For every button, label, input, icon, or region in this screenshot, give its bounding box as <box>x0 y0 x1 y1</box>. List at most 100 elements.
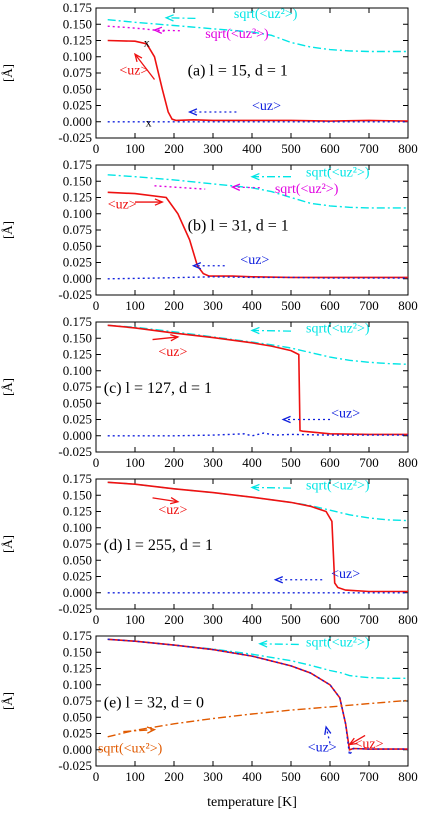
x-tick-label: 300 <box>203 455 223 470</box>
y-tick-label: 0.175 <box>63 471 92 486</box>
y-tick-label: 0.150 <box>63 16 92 31</box>
y-tick-label: 0.100 <box>63 520 92 535</box>
y-tick-label: 0.000 <box>63 428 92 443</box>
y-tick-label: 0.150 <box>63 644 92 659</box>
x-tick-label: 300 <box>203 769 223 784</box>
series-line <box>107 19 408 53</box>
x-tick-label: 800 <box>398 298 418 313</box>
y-tick-label: 0.175 <box>63 0 92 15</box>
series-label: sqrt(<uz²>) <box>275 182 339 197</box>
label-arrow <box>349 734 366 746</box>
y-tick-label: 0.075 <box>63 222 92 237</box>
arrow-head <box>250 172 260 181</box>
series-label: sqrt(<uz²>) <box>306 321 370 336</box>
y-tick-label: 0.000 <box>63 271 92 286</box>
label-arrow <box>154 29 180 32</box>
arrow-head <box>230 183 241 191</box>
y-tick-label: -0.025 <box>58 444 92 459</box>
series-line <box>107 324 408 436</box>
y-tick-label: 0.150 <box>63 173 92 188</box>
y-tick-label: 0.125 <box>63 190 92 205</box>
x-tick-label: 0 <box>93 612 100 627</box>
label-arrow <box>259 643 299 646</box>
arrow-head <box>146 726 157 734</box>
series-line <box>107 432 408 437</box>
y-tick-label: 0.025 <box>63 98 92 113</box>
y-tick-label: 0.175 <box>63 157 92 172</box>
y-axis-label: [Å] <box>0 535 15 553</box>
arrow-head <box>348 737 358 746</box>
arrow-head <box>170 333 180 342</box>
panel-annotation: (c) l = 127, d = 1 <box>104 380 212 397</box>
x-tick-label: 0 <box>93 769 100 784</box>
x-tick-label: 800 <box>398 769 418 784</box>
x-axis-label: temperature [K] <box>207 795 297 810</box>
y-tick-label: 0.150 <box>63 487 92 502</box>
label-arrow <box>123 728 155 733</box>
y-tick-label: 0.025 <box>63 726 92 741</box>
series-line <box>107 699 409 738</box>
panel-annotation: (e) l = 32, d = 0 <box>104 695 204 712</box>
series-label: <uz> <box>308 741 337 756</box>
y-tick-label: 0.050 <box>63 709 92 724</box>
y-tick-label: 0.125 <box>63 33 92 48</box>
series-line <box>107 276 408 280</box>
x-tick-label: 200 <box>164 612 184 627</box>
label-arrow <box>166 17 196 20</box>
y-tick-label: 0.100 <box>63 49 92 64</box>
y-tick-label: 0.000 <box>63 742 92 757</box>
y-tick-label: -0.025 <box>58 287 92 302</box>
y-tick-label: 0.075 <box>63 65 92 80</box>
y-axis-label: [Å] <box>0 64 15 82</box>
panel-annotation: (b) l = 31, d = 1 <box>188 218 289 235</box>
series-label: sqrt(<uz²>) <box>306 635 370 650</box>
y-tick-label: 0.100 <box>63 206 92 221</box>
x-tick-label: 100 <box>125 769 145 784</box>
series-label: sqrt(<ux²>) <box>98 741 163 756</box>
label-arrow <box>251 486 292 489</box>
label-arrow <box>134 53 156 80</box>
y-tick-label: 0.050 <box>63 552 92 567</box>
y-tick-label: 0.025 <box>63 569 92 584</box>
y-tick-label: 0.000 <box>63 585 92 600</box>
series-label: sqrt(<uz²>) <box>306 478 370 493</box>
x-tick-label: 700 <box>359 298 379 313</box>
y-tick-label: 0.175 <box>63 314 92 329</box>
y-tick-label: 0.150 <box>63 330 92 345</box>
x-tick-label: 500 <box>281 298 301 313</box>
y-tick-label: 0.025 <box>63 255 92 270</box>
x-tick-label: 400 <box>242 298 262 313</box>
x-tick-label: 600 <box>320 298 340 313</box>
y-tick-label: 0.050 <box>63 395 92 410</box>
arrow-head <box>133 52 143 63</box>
x-tick-label: 0 <box>93 298 100 313</box>
x-tick-label: 700 <box>359 769 379 784</box>
x-tick-label: 600 <box>320 141 340 156</box>
x-tick-label: 400 <box>242 769 262 784</box>
arrow-head <box>187 108 198 116</box>
series-label: sqrt(<uz²>) <box>306 166 370 181</box>
x-tick-label: 700 <box>359 612 379 627</box>
x-tick-label: 400 <box>242 455 262 470</box>
arrow-head <box>154 198 164 206</box>
arrow-head <box>250 326 260 335</box>
x-tick-label: 100 <box>125 455 145 470</box>
series-line <box>107 638 408 679</box>
x-tick-label: 700 <box>359 455 379 470</box>
panels-group: -0.0250.0000.0250.0500.0750.1000.1250.15… <box>0 0 418 784</box>
series-label: <uz> <box>240 253 269 268</box>
x-tick-label: 600 <box>320 612 340 627</box>
arrow-head <box>281 415 291 424</box>
x-tick-label: 500 <box>281 612 301 627</box>
series-line <box>107 481 408 593</box>
series-line <box>107 39 409 122</box>
y-tick-label: 0.075 <box>63 379 92 394</box>
x-marker: x <box>144 35 150 49</box>
x-tick-label: 300 <box>203 298 223 313</box>
y-tick-label: 0.125 <box>63 661 92 676</box>
series-line <box>107 324 409 365</box>
